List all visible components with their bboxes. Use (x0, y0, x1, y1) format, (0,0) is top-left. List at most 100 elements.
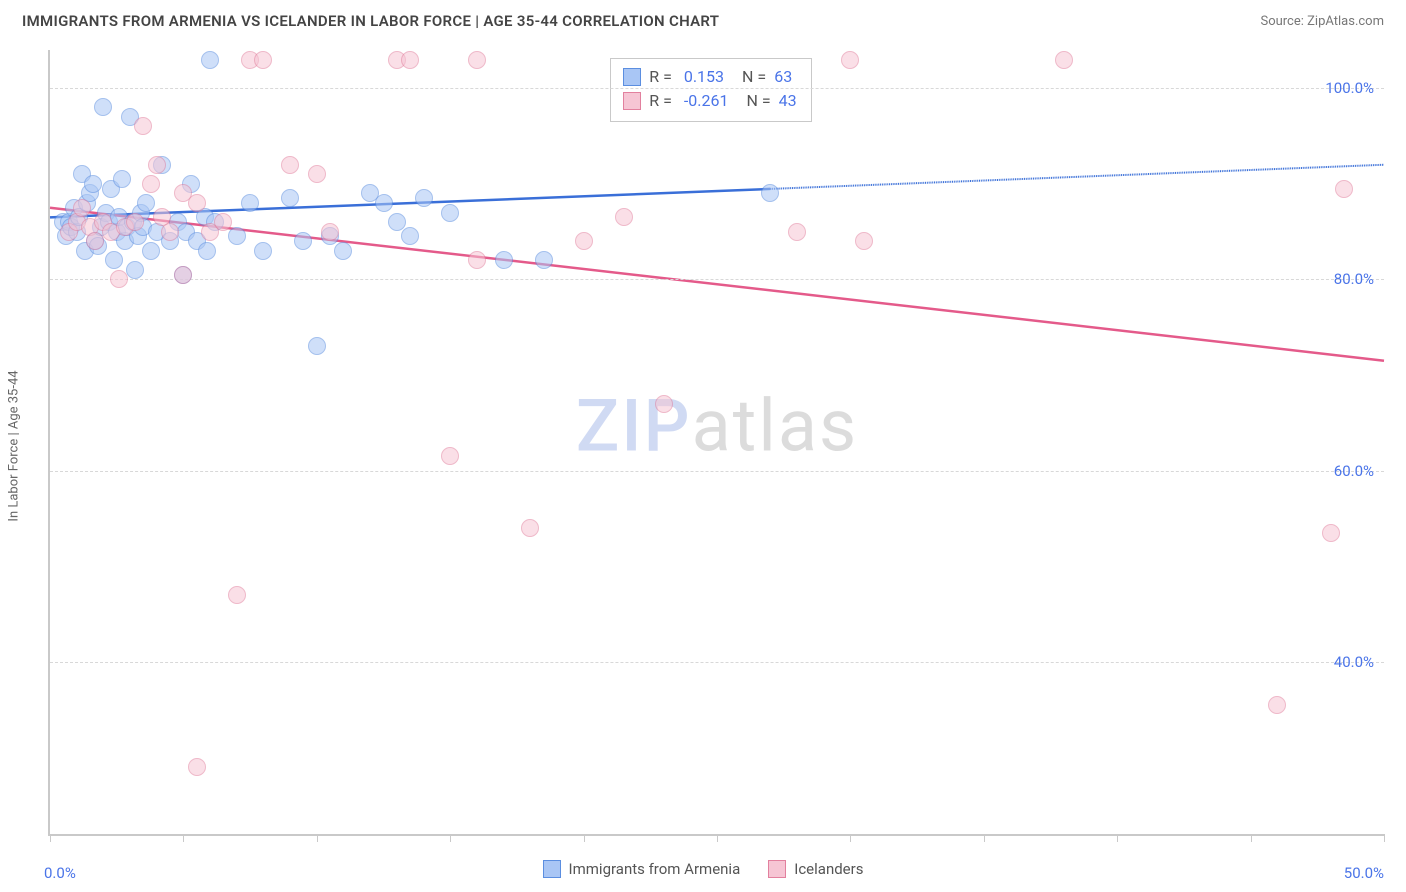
scatter-point (73, 199, 91, 217)
scatter-point (134, 117, 152, 135)
gridline-h (50, 88, 1384, 89)
scatter-point (148, 156, 166, 174)
scatter-point (161, 223, 179, 241)
series-legend: Immigrants from Armenia Icelanders (0, 860, 1406, 878)
scatter-point (105, 251, 123, 269)
scatter-point (228, 586, 246, 604)
scatter-point (855, 232, 873, 250)
scatter-point (535, 251, 553, 269)
scatter-point (1268, 696, 1286, 714)
scatter-point (334, 242, 352, 260)
scatter-point (441, 204, 459, 222)
scatter-point (198, 242, 216, 260)
scatter-point (1335, 180, 1353, 198)
scatter-point (388, 213, 406, 231)
legend-item: Icelanders (768, 860, 863, 878)
scatter-point (142, 242, 160, 260)
legend-row: R = 0.153 N = 63 (623, 65, 796, 89)
x-tick (317, 834, 318, 842)
scatter-point (84, 175, 102, 193)
x-tick (1251, 834, 1252, 842)
x-tick (450, 834, 451, 842)
scatter-point (308, 337, 326, 355)
scatter-point (441, 447, 459, 465)
y-tick-label: 80.0% (1334, 270, 1374, 288)
scatter-point (126, 261, 144, 279)
scatter-point (228, 227, 246, 245)
x-tick (1117, 834, 1118, 842)
scatter-point (415, 189, 433, 207)
legend-swatch (768, 860, 786, 878)
scatter-point (321, 223, 339, 241)
scatter-point (281, 189, 299, 207)
x-tick-label: 0.0% (44, 864, 76, 882)
scatter-point (281, 156, 299, 174)
scatter-point (1055, 51, 1073, 69)
x-tick (984, 834, 985, 842)
scatter-point (254, 242, 272, 260)
scatter-point (788, 223, 806, 241)
n-value: 43 (779, 89, 797, 113)
legend-swatch (623, 92, 641, 110)
scatter-point (214, 213, 232, 231)
x-tick (183, 834, 184, 842)
scatter-point (375, 194, 393, 212)
y-tick-label: 40.0% (1334, 653, 1374, 671)
scatter-point (308, 165, 326, 183)
scatter-point (401, 227, 419, 245)
y-tick-label: 100.0% (1325, 79, 1374, 97)
x-tick (50, 834, 51, 842)
scatter-point (201, 51, 219, 69)
n-label: N = (746, 89, 770, 113)
scatter-point (1322, 524, 1340, 542)
x-tick (717, 834, 718, 842)
scatter-point (142, 175, 160, 193)
legend-label: Immigrants from Armenia (569, 860, 741, 878)
legend-swatch (543, 860, 561, 878)
scatter-point (110, 270, 128, 288)
n-label: N = (742, 65, 766, 89)
scatter-point (137, 194, 155, 212)
scatter-point (254, 51, 272, 69)
chart-area: ZIPatlas R = 0.153N =63R = -0.261N =43 4… (48, 50, 1384, 836)
scatter-point (188, 194, 206, 212)
scatter-point (761, 184, 779, 202)
x-tick (850, 834, 851, 842)
scatter-point (241, 194, 259, 212)
r-label: R = (649, 89, 676, 113)
scatter-point (174, 266, 192, 284)
scatter-point (655, 395, 673, 413)
scatter-point (126, 213, 144, 231)
scatter-point (495, 251, 513, 269)
legend-label: Icelanders (794, 860, 863, 878)
scatter-point (94, 98, 112, 116)
y-tick-label: 60.0% (1334, 462, 1374, 480)
scatter-point (841, 51, 859, 69)
gridline-h (50, 471, 1384, 472)
scatter-point (468, 51, 486, 69)
page-title: IMMIGRANTS FROM ARMENIA VS ICELANDER IN … (22, 12, 719, 30)
y-axis-label: In Labor Force | Age 35-44 (7, 370, 22, 521)
trend-lines (50, 50, 1384, 834)
n-value: 63 (774, 65, 792, 89)
scatter-point (86, 232, 104, 250)
x-tick (584, 834, 585, 842)
correlation-legend: R = 0.153N =63R = -0.261N =43 (610, 58, 811, 122)
scatter-point (521, 519, 539, 537)
source-label: Source: ZipAtlas.com (1260, 14, 1384, 29)
scatter-point (113, 170, 131, 188)
r-value: -0.261 (684, 89, 729, 113)
r-label: R = (649, 65, 676, 89)
scatter-point (188, 758, 206, 776)
gridline-h (50, 662, 1384, 663)
r-value: 0.153 (684, 65, 724, 89)
scatter-point (575, 232, 593, 250)
x-tick (1384, 834, 1385, 842)
scatter-point (615, 208, 633, 226)
legend-swatch (623, 68, 641, 86)
legend-item: Immigrants from Armenia (543, 860, 741, 878)
scatter-point (468, 251, 486, 269)
scatter-point (294, 232, 312, 250)
gridline-h (50, 279, 1384, 280)
x-tick-label: 50.0% (1344, 864, 1384, 882)
